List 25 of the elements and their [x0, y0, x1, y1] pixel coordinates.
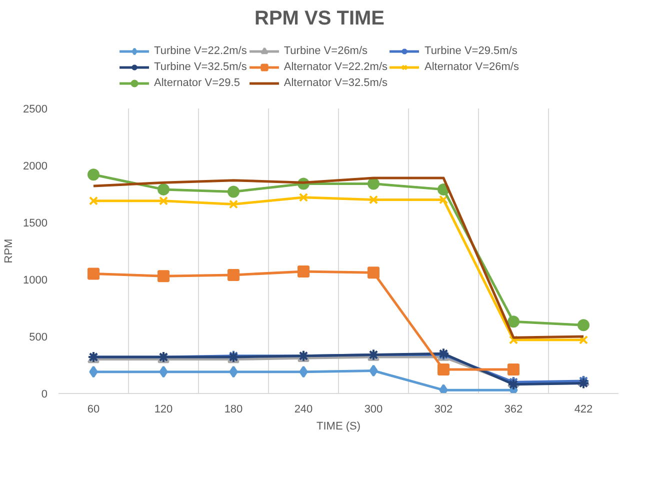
legend-label: Turbine V=26m/s [284, 44, 368, 58]
chart-title: RPM VS TIME [254, 8, 385, 30]
y-tick-label: 1500 [23, 218, 48, 230]
x-tick-label: 240 [294, 404, 313, 416]
x-tick-label: 180 [224, 404, 243, 416]
legend-label: Alternator V=29.5 [154, 76, 240, 90]
y-tick-label: 2000 [23, 160, 48, 172]
legend-label: Alternator V=22.2m/s [284, 60, 388, 74]
legend-label: Alternator V=32.5m/s [284, 76, 388, 90]
legend-label: Turbine V=22.2m/s [154, 44, 247, 58]
x-tick-label: 302 [434, 404, 453, 416]
x-axis-title: TIME (S) [316, 420, 361, 432]
y-tick-label: 1000 [23, 274, 48, 286]
y-axis-title: RPM [3, 238, 16, 264]
legend-label: Turbine V=32.5m/s [154, 60, 247, 74]
y-tick-label: 0 [41, 388, 48, 400]
x-tick-label: 60 [87, 404, 100, 416]
x-tick-label: 422 [574, 404, 593, 416]
x-tick-label: 300 [364, 404, 383, 416]
y-tick-label: 500 [29, 332, 48, 344]
x-tick-label: 120 [154, 404, 173, 416]
legend-label: Alternator V=26m/s [424, 60, 519, 74]
x-tick-label: 362 [504, 404, 523, 416]
legend-label: Turbine V=29.5m/s [424, 44, 518, 58]
y-tick-label: 2500 [23, 104, 48, 116]
